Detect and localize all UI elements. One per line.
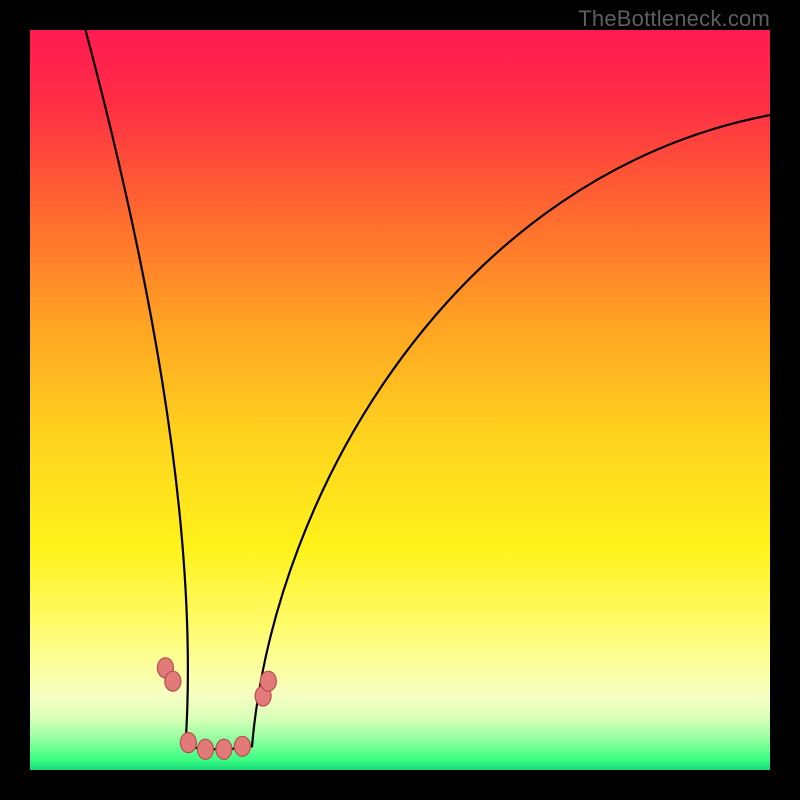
stage: TheBottleneck.com xyxy=(0,0,800,800)
curves-layer xyxy=(30,30,770,770)
watermark-text: TheBottleneck.com xyxy=(578,6,770,32)
curve-bead xyxy=(216,739,232,759)
curve-bead xyxy=(260,671,276,691)
curve-bead xyxy=(197,739,213,759)
bottleneck-curve xyxy=(86,30,771,749)
plot-area xyxy=(30,30,770,770)
curve-bead xyxy=(165,671,181,691)
curve-bead xyxy=(180,733,196,753)
curve-bead xyxy=(234,736,250,756)
